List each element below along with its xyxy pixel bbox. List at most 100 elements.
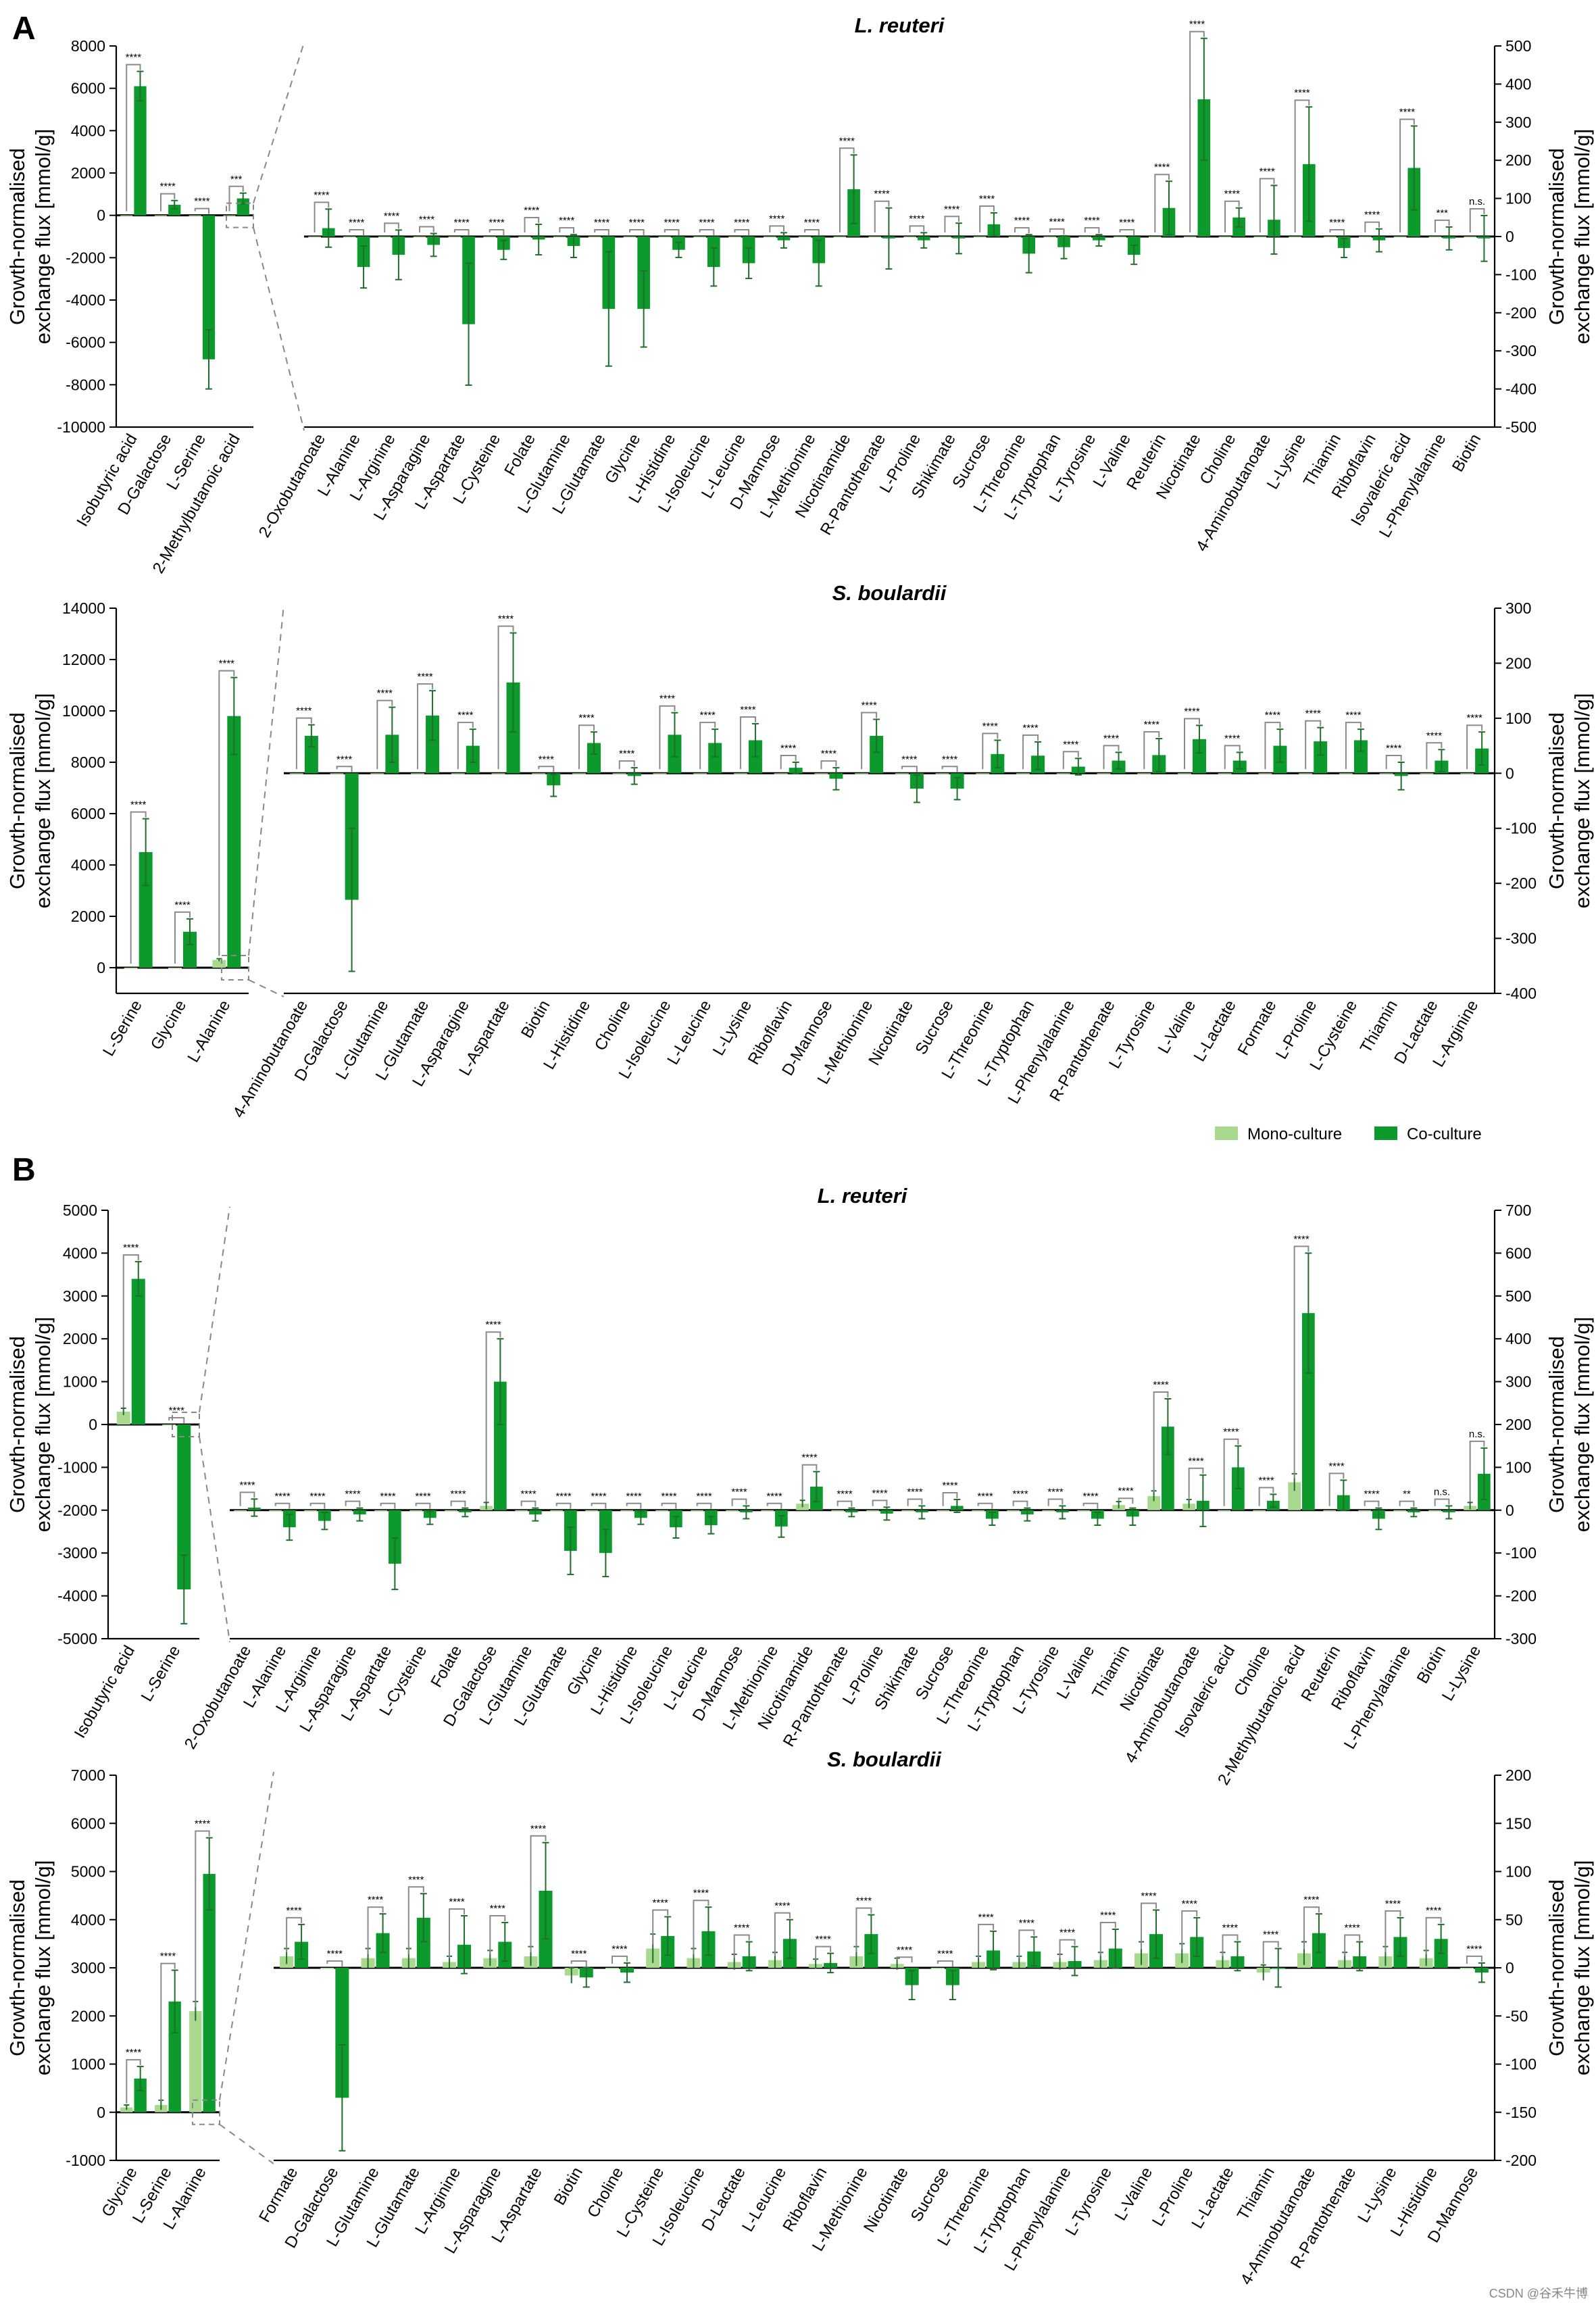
- significance-bracket: [909, 225, 925, 232]
- significance-bracket: [326, 1960, 343, 1966]
- significance-label: ****: [174, 899, 191, 911]
- y-tick-label: 6000: [71, 80, 105, 97]
- significance-label: ****: [1345, 1923, 1361, 1934]
- y-axis-title-line1: Growth-normalised: [5, 1336, 29, 1513]
- category-label: Isobutyric acid: [71, 1643, 139, 1741]
- significance-bracket: [1469, 207, 1485, 232]
- zoom-guide-line: [248, 979, 284, 997]
- bar-mono: [1464, 237, 1477, 238]
- significance-label: ****: [872, 1487, 888, 1499]
- bar-mono: [866, 1510, 879, 1512]
- significance-label: ****: [498, 614, 514, 625]
- significance-bracket: [1154, 174, 1170, 232]
- significance-label: ****: [571, 1948, 587, 1960]
- significance-label: ****: [1154, 162, 1170, 173]
- significance-label: ****: [942, 1480, 958, 1491]
- bar-mono: [343, 237, 356, 238]
- zoom-guides: [172, 42, 305, 2164]
- bar-mono: [491, 773, 505, 774]
- significance-label: ****: [417, 671, 433, 683]
- significance-bracket: [1364, 1500, 1380, 1507]
- significance-bracket: [1189, 30, 1205, 232]
- significance-bracket: [559, 227, 575, 234]
- bar-mono: [1183, 237, 1197, 238]
- bar-mono: [553, 237, 566, 238]
- bar-mono: [269, 1510, 282, 1512]
- y-tick-label: 2000: [71, 164, 105, 182]
- significance-bracket: [1425, 1916, 1442, 1954]
- significance-bracket: [538, 766, 555, 772]
- bar-mono: [304, 1510, 317, 1512]
- significance-bracket: [1385, 1910, 1401, 1952]
- significance-bracket: [1119, 229, 1135, 235]
- significance-label: n.s.: [1469, 196, 1485, 207]
- bar-mono: [1258, 773, 1272, 774]
- significance-label: ****: [861, 699, 877, 711]
- y-tick-label: 6000: [71, 805, 105, 822]
- zoom-guide-line: [199, 1206, 230, 1413]
- y-tick-label: 300: [1505, 599, 1531, 617]
- y-tick-label: -100: [1505, 266, 1537, 283]
- significance-label: ****: [659, 693, 676, 705]
- significance-bracket: [1262, 1941, 1279, 1964]
- significance-label: ****: [769, 213, 785, 224]
- y-tick-label: 100: [1505, 1863, 1531, 1881]
- category-label: Folate: [427, 1643, 466, 1691]
- y-tick-label: -10000: [57, 418, 105, 436]
- significance-bracket: [1184, 718, 1200, 770]
- legend-co-swatch: [1374, 1126, 1397, 1140]
- significance-label: ****: [490, 1903, 506, 1914]
- significance-label: ****: [274, 1491, 291, 1502]
- y-axis-title: Growth-normalisedexchange flux [mmol/g]: [5, 129, 55, 345]
- bar-co: [168, 2001, 181, 2112]
- significance-bracket: [578, 724, 595, 770]
- significance-label: ****: [336, 753, 353, 765]
- significance-label: ***: [1437, 207, 1449, 219]
- bar-co: [304, 735, 318, 774]
- category-label: L-Lysine: [709, 997, 755, 1059]
- significance-bracket: [450, 1500, 466, 1507]
- bar-mono: [620, 1510, 633, 1512]
- bar-mono: [1460, 773, 1474, 774]
- y-tick-label: -200: [1505, 1587, 1537, 1605]
- significance-label: ****: [286, 1905, 302, 1916]
- significance-bracket: [1259, 178, 1275, 232]
- bar-co: [494, 1381, 507, 1510]
- y-tick-label: -1000: [66, 2152, 105, 2169]
- significance-bracket: [1181, 1910, 1198, 1950]
- y-tick-label: -1000: [57, 1458, 97, 1476]
- category-label: Biotin: [1449, 431, 1485, 476]
- y-tick-label: -300: [1505, 342, 1537, 360]
- bar-mono: [728, 237, 741, 238]
- bar-mono: [868, 237, 882, 238]
- significance-bracket: [1469, 1440, 1485, 1502]
- significance-label: ****: [539, 753, 555, 765]
- significance-label: ****: [530, 1823, 547, 1835]
- significance-label: ****: [1012, 1489, 1028, 1500]
- bar-mono: [585, 1510, 598, 1512]
- y-tick-label: 8000: [71, 37, 105, 55]
- y-tick-label: 0: [97, 2104, 105, 2121]
- y-tick-label: 200: [1505, 1416, 1531, 1433]
- significance-bracket: [611, 1955, 628, 1964]
- significance-bracket: [309, 1502, 326, 1509]
- bar-mono: [162, 1424, 176, 1426]
- significance-label: ****: [309, 1491, 326, 1502]
- bar-mono: [370, 773, 384, 774]
- bar-mono: [1428, 237, 1442, 238]
- category-label: Glycine: [147, 997, 190, 1054]
- y-axis-title-line1: Growth-normalised: [5, 712, 29, 889]
- significance-label: ****: [594, 217, 610, 228]
- y-tick-label: -200: [1505, 874, 1537, 892]
- significance-label: ****: [578, 712, 595, 724]
- y-tick-label: 5000: [71, 1863, 105, 1881]
- bar-mono: [168, 968, 182, 969]
- significance-bracket: [295, 717, 312, 770]
- y-tick-label: 2000: [71, 908, 105, 925]
- bar-mono: [1056, 773, 1070, 774]
- bar-co: [1193, 739, 1206, 774]
- significance-bracket: [1328, 1472, 1345, 1506]
- significance-bracket: [652, 1909, 669, 1945]
- bar-mono: [448, 237, 462, 238]
- significance-bracket: [780, 755, 797, 770]
